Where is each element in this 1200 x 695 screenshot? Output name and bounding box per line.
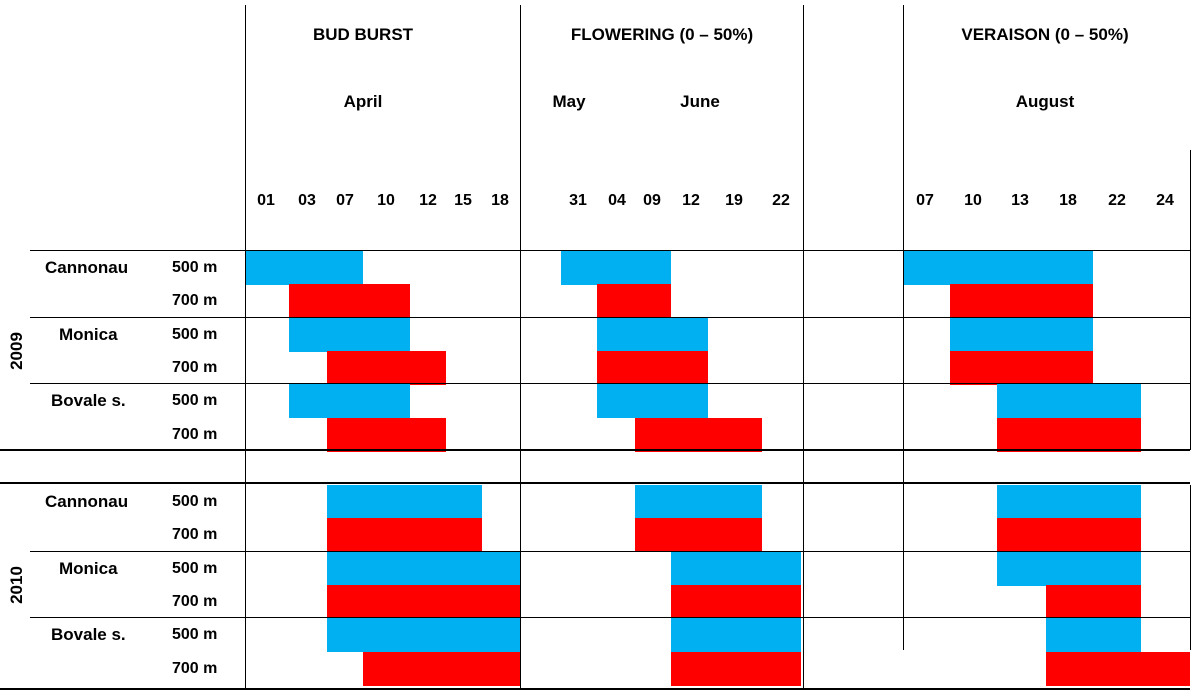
phase-bar-budburst: [327, 485, 482, 519]
year-label: 2010: [7, 566, 26, 604]
phase-bar-budburst: [327, 518, 482, 553]
variety-label: Monica: [59, 324, 118, 344]
grid-line: [803, 5, 804, 690]
phase-bar-veraison: [997, 417, 1141, 452]
altitude-label: 500 m: [172, 392, 218, 410]
phase-bar-flowering: [635, 485, 762, 519]
altitude-label: 500 m: [172, 559, 218, 577]
tick-label: 09: [643, 192, 661, 209]
grid-line: [30, 551, 1190, 552]
tick-label: 19: [725, 192, 743, 209]
altitude-label: 500 m: [172, 493, 218, 510]
grid-line: [903, 5, 904, 650]
phase-bar-flowering: [671, 551, 801, 586]
altitude-label: 700 m: [172, 592, 218, 610]
phase-bar-budburst: [327, 618, 520, 653]
phase-bar-flowering: [597, 350, 708, 385]
variety-label: Cannonau: [45, 258, 129, 277]
month-label: April: [343, 92, 383, 111]
tick-label: 22: [1108, 192, 1126, 209]
phase-bar-flowering: [597, 284, 671, 319]
altitude-label: 700 m: [172, 358, 218, 376]
grid-line: [30, 383, 1190, 384]
grid-line: [245, 5, 246, 690]
variety-label: Bovale s.: [51, 391, 126, 411]
tick-label: 07: [916, 192, 934, 209]
altitude-label: 500 m: [172, 259, 218, 276]
tick-label: 22: [772, 192, 790, 209]
tick-label: 12: [419, 192, 437, 209]
grid-line: [1190, 150, 1191, 450]
altitude-label: 700 m: [172, 292, 218, 310]
phase-bar-veraison: [1046, 618, 1141, 653]
grid-line: [1190, 485, 1191, 650]
phase-bar-budburst: [289, 384, 410, 419]
phase-bar-budburst: [327, 350, 446, 385]
month-label: June: [680, 92, 720, 111]
phase-bar-flowering: [671, 651, 801, 686]
phase-bar-flowering: [597, 384, 708, 419]
tick-label: 12: [682, 192, 700, 209]
grid-line: [30, 250, 1190, 251]
grid-line: [0, 449, 1190, 451]
variety-label: Cannonau: [45, 492, 129, 511]
tick-label: 03: [298, 192, 316, 209]
phase-bar-flowering: [561, 251, 671, 285]
year-label: 2009: [7, 332, 26, 370]
phase-bar-veraison: [950, 284, 1093, 319]
tick-label: 13: [1011, 192, 1029, 209]
altitude-label: 700 m: [172, 659, 218, 677]
month-label: August: [1015, 92, 1075, 111]
phase-bar-budburst: [289, 284, 410, 319]
phase-bar-budburst: [363, 651, 520, 686]
tick-label: 15: [454, 192, 472, 209]
phase-bar-flowering: [671, 584, 801, 619]
phase-bar-veraison: [1046, 651, 1190, 686]
altitude-label: 700 m: [172, 425, 218, 443]
variety-label: Monica: [59, 558, 118, 578]
altitude-label: 700 m: [172, 526, 218, 544]
grid-line: [0, 688, 1190, 690]
tick-label: 10: [377, 192, 395, 209]
grid-line: [520, 5, 521, 690]
phase-bar-budburst: [289, 317, 410, 352]
grid-line: [0, 482, 1190, 484]
altitude-label: 500 m: [172, 325, 218, 343]
tick-label: 24: [1156, 192, 1174, 209]
tick-label: 10: [964, 192, 982, 209]
phase-bar-veraison: [903, 251, 1093, 285]
phase-bar-budburst: [327, 551, 520, 586]
tick-label: 18: [1059, 192, 1077, 209]
phase-bar-budburst: [327, 417, 446, 452]
phase-title-veraison: VERAISON (0 – 50%): [961, 25, 1129, 44]
phase-bar-budburst: [327, 584, 520, 619]
phase-bar-budburst: [245, 251, 363, 285]
tick-label: 31: [569, 192, 587, 209]
grid-line: [30, 317, 1190, 318]
phase-bar-flowering: [635, 518, 762, 553]
month-label: May: [552, 92, 586, 111]
phase-bar-veraison: [997, 518, 1141, 553]
tick-label: 18: [491, 192, 509, 209]
tick-label: 04: [608, 192, 626, 209]
grid-line: [30, 617, 1190, 618]
phase-bar-flowering: [635, 417, 762, 452]
phase-bar-flowering: [597, 317, 708, 352]
phase-bar-veraison: [997, 485, 1141, 519]
phase-bar-veraison: [950, 350, 1093, 385]
phase-title-budburst: BUD BURST: [312, 25, 414, 44]
altitude-label: 500 m: [172, 626, 218, 644]
phase-bar-veraison: [997, 384, 1141, 419]
phase-bar-veraison: [997, 551, 1141, 586]
phase-bar-veraison: [950, 317, 1093, 352]
phase-bar-flowering: [671, 618, 801, 653]
tick-label: 07: [336, 192, 354, 209]
tick-label: 01: [257, 192, 275, 209]
variety-label: Bovale s.: [51, 625, 126, 645]
phase-bar-veraison: [1046, 584, 1141, 619]
phase-title-flowering: FLOWERING (0 – 50%): [570, 25, 754, 44]
